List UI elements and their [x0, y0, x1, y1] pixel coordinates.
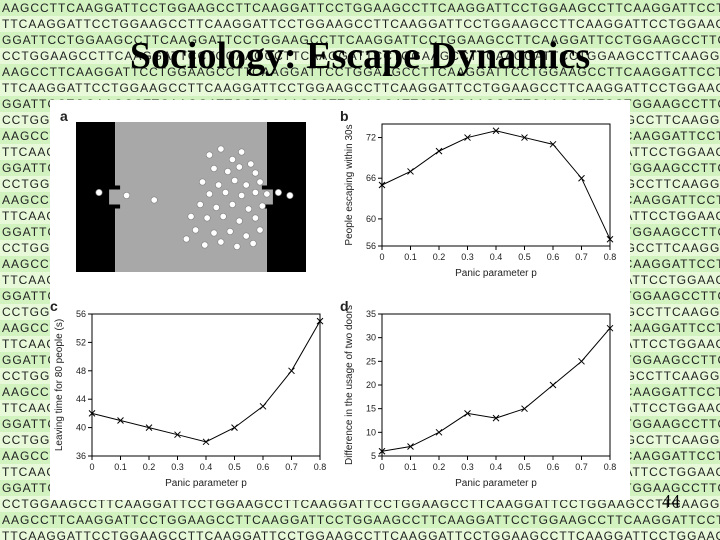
- svg-text:0: 0: [379, 252, 384, 262]
- svg-text:36: 36: [76, 451, 86, 461]
- svg-text:TTCAAGGATTCCTGGAAGCCTTCAAGGATT: TTCAAGGATTCCTGGAAGCCTTCAAGGATTCCTGGAAGCC…: [2, 17, 720, 31]
- svg-text:0.6: 0.6: [547, 462, 560, 472]
- slide-number: 44: [662, 491, 680, 512]
- svg-text:0.7: 0.7: [575, 252, 588, 262]
- svg-text:0.6: 0.6: [257, 462, 270, 472]
- panel-c: c 0 0.1 0.2 0.3 0.4 0.5 0.6 0.7 0.8 36 40 44 48 52 56 P…: [50, 300, 330, 490]
- svg-text:0.3: 0.3: [171, 462, 184, 472]
- svg-text:Panic parameter p: Panic parameter p: [455, 478, 537, 489]
- svg-text:0.7: 0.7: [575, 462, 588, 472]
- figure-container: a b 0 0.1 0.2 0.3 0.4 0.5 0.6 0.7 0.8 56 60 66 72 Pan…: [50, 100, 630, 500]
- panel-a-svg: [76, 122, 306, 272]
- panel-d-label: d: [340, 298, 349, 314]
- svg-text:40: 40: [76, 423, 86, 433]
- svg-text:0.5: 0.5: [228, 462, 241, 472]
- svg-text:0.2: 0.2: [143, 462, 156, 472]
- svg-text:66: 66: [366, 173, 376, 183]
- svg-text:48: 48: [76, 366, 86, 376]
- svg-text:0.2: 0.2: [433, 252, 446, 262]
- svg-text:AAGCCTTCAAGGATTCCTGGAAGCCTTCAA: AAGCCTTCAAGGATTCCTGGAAGCCTTCAAGGATTCCTGG…: [2, 513, 720, 527]
- panel-c-svg: 0 0.1 0.2 0.3 0.4 0.5 0.6 0.7 0.8 36 40 44 48 52 56 Pan…: [50, 300, 330, 490]
- svg-text:0.4: 0.4: [200, 462, 213, 472]
- svg-text:30: 30: [366, 333, 376, 343]
- panel-b-label: b: [340, 108, 349, 124]
- svg-text:0: 0: [89, 462, 94, 472]
- svg-text:0.1: 0.1: [404, 252, 417, 262]
- panel-b-svg: 0 0.1 0.2 0.3 0.4 0.5 0.6 0.7 0.8 56 60 66 72 Panic p…: [340, 110, 620, 280]
- svg-text:44: 44: [76, 394, 86, 404]
- svg-text:0.3: 0.3: [461, 252, 474, 262]
- svg-text:0.4: 0.4: [490, 252, 503, 262]
- svg-text:0.2: 0.2: [433, 462, 446, 472]
- svg-text:0.8: 0.8: [604, 462, 617, 472]
- svg-text:0.3: 0.3: [461, 462, 474, 472]
- svg-text:AAGCCTTCAAGGATTCCTGGAAGCCTTCAA: AAGCCTTCAAGGATTCCTGGAAGCCTTCAAGGATTCCTGG…: [2, 1, 720, 15]
- svg-text:15: 15: [366, 404, 376, 414]
- svg-text:0.1: 0.1: [114, 462, 127, 472]
- svg-text:0.8: 0.8: [314, 462, 327, 472]
- svg-text:72: 72: [366, 133, 376, 143]
- slide-title: Sociology: Escape Dynamics: [0, 34, 720, 78]
- svg-text:0.4: 0.4: [490, 462, 503, 472]
- svg-text:0.7: 0.7: [285, 462, 298, 472]
- svg-text:0.6: 0.6: [547, 252, 560, 262]
- svg-text:20: 20: [366, 380, 376, 390]
- svg-text:60: 60: [366, 214, 376, 224]
- panel-a-label: a: [60, 108, 68, 124]
- svg-text:People escaping within 30s: People escaping within 30s: [344, 124, 355, 245]
- svg-text:56: 56: [76, 309, 86, 319]
- slide-page: AAGCCTTCAAGGATTCCTGGAAGCCTTCAAGGATTCCTGG…: [0, 0, 720, 540]
- svg-text:35: 35: [366, 309, 376, 319]
- svg-text:52: 52: [76, 337, 86, 347]
- svg-text:25: 25: [366, 356, 376, 366]
- svg-text:56: 56: [366, 241, 376, 251]
- svg-text:0.8: 0.8: [604, 252, 617, 262]
- panel-b: b 0 0.1 0.2 0.3 0.4 0.5 0.6 0.7 0.8 56 60 66 72 Panic…: [340, 110, 620, 280]
- svg-text:Panic parameter p: Panic parameter p: [165, 478, 247, 489]
- svg-text:Leaving time for 80 people (s): Leaving time for 80 people (s): [54, 319, 65, 451]
- panel-d: d 0 0.1 0.2 0.3 0.4 0.5 0.6 0.7 0.8 5 10 15 20 25 30 35…: [340, 300, 620, 490]
- svg-text:Difference in the usage of two: Difference in the usage of two doors: [344, 305, 355, 465]
- svg-text:5: 5: [371, 451, 376, 461]
- svg-text:0: 0: [379, 462, 384, 472]
- panel-a: a: [60, 110, 310, 270]
- svg-text:0.1: 0.1: [404, 462, 417, 472]
- svg-text:0.5: 0.5: [518, 462, 531, 472]
- svg-text:0.5: 0.5: [518, 252, 531, 262]
- panel-c-label: c: [50, 298, 58, 314]
- svg-text:TTCAAGGATTCCTGGAAGCCTTCAAGGATT: TTCAAGGATTCCTGGAAGCCTTCAAGGATTCCTGGAAGCC…: [2, 529, 720, 540]
- svg-text:TTCAAGGATTCCTGGAAGCCTTCAAGGATT: TTCAAGGATTCCTGGAAGCCTTCAAGGATTCCTGGAAGCC…: [2, 81, 720, 95]
- svg-text:10: 10: [366, 427, 376, 437]
- svg-text:Panic parameter p: Panic parameter p: [455, 268, 537, 279]
- panel-d-svg: 0 0.1 0.2 0.3 0.4 0.5 0.6 0.7 0.8 5 10 15 20 25 30 35 Pa…: [340, 300, 620, 490]
